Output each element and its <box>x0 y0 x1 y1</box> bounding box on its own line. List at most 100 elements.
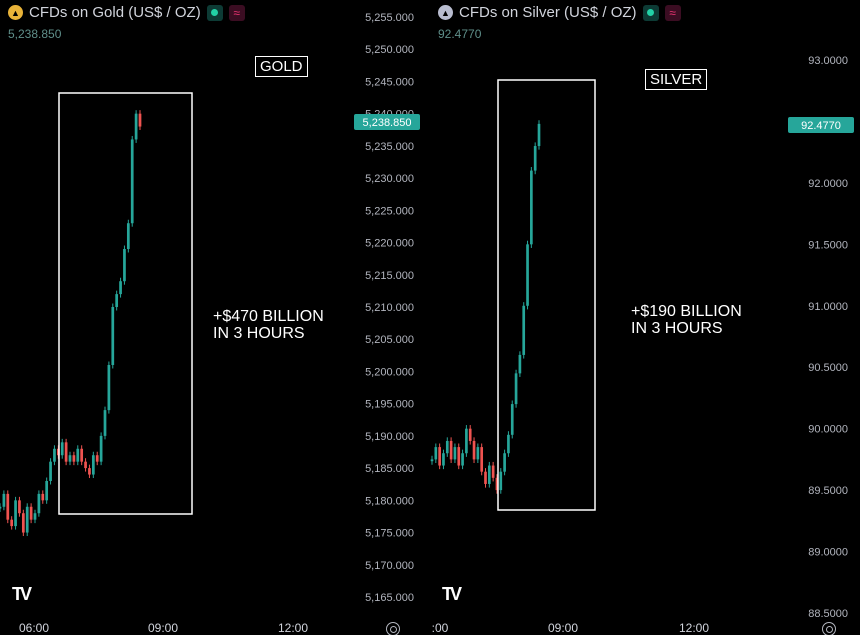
gold-y-tick-label: 5,195.000 <box>365 399 414 411</box>
gold-candle <box>76 448 80 462</box>
gold-candle <box>115 294 119 307</box>
gold-candle <box>60 442 64 456</box>
gold-candle <box>95 455 99 462</box>
gold-candle <box>99 435 103 462</box>
gold-y-tick-label: 5,205.000 <box>365 334 414 346</box>
settings-icon[interactable] <box>386 622 400 635</box>
gold-candle <box>29 506 33 520</box>
market-open-icon <box>206 4 223 21</box>
silver-y-tick-label: 91.5000 <box>808 239 848 251</box>
gold-y-tick-label: 5,200.000 <box>365 366 414 378</box>
gold-candle <box>2 493 6 507</box>
silver-symbol-title[interactable]: CFDs on Silver (US$ / OZ) <box>459 4 637 21</box>
silver-candle <box>442 453 445 466</box>
silver-y-tick-label: 92.0000 <box>808 178 848 190</box>
silver-y-tick-label: 93.0000 <box>808 55 848 67</box>
silver-chart-panel[interactable]: 93.000092.500092.000091.500091.000090.50… <box>430 0 860 635</box>
silver-annotation-line2: IN 3 HOURS <box>631 320 723 337</box>
gold-y-tick-label: 5,165.000 <box>365 592 414 604</box>
gold-chart-header: ▲ CFDs on Gold (US$ / OZ) ≈ <box>8 4 245 21</box>
silver-coin-icon: ▲ <box>438 5 453 20</box>
gold-y-tick-label: 5,210.000 <box>365 302 414 314</box>
gold-y-tick-label: 5,255.000 <box>365 12 414 24</box>
gold-candle <box>88 468 91 475</box>
wave-icon: ≈ <box>664 4 681 21</box>
gold-chart-panel[interactable]: 5,255.0005,250.0005,245.0005,240.0005,23… <box>0 0 430 635</box>
silver-candle <box>537 123 541 147</box>
gold-candle <box>37 493 41 514</box>
silver-y-tick-label: 90.0000 <box>808 424 848 436</box>
silver-candle <box>491 465 495 478</box>
gold-y-tick-label: 5,185.000 <box>365 463 414 475</box>
gold-y-tick-label: 5,175.000 <box>365 528 414 540</box>
gold-price-tag: 5,238.850 <box>363 117 412 129</box>
gold-candle <box>25 506 29 533</box>
silver-candle <box>457 447 461 466</box>
market-open-icon <box>642 4 659 21</box>
gold-annotation: +$470 BILLION IN 3 HOURS <box>213 308 324 342</box>
silver-highlight-box <box>497 79 596 511</box>
gold-candle <box>10 519 14 527</box>
gold-candle <box>80 448 84 462</box>
silver-candle <box>507 434 510 454</box>
gold-candle <box>0 506 2 509</box>
gold-y-tick-label: 5,250.000 <box>365 44 414 56</box>
gold-candle <box>41 493 45 501</box>
gold-candle <box>84 461 87 469</box>
silver-candle <box>530 170 533 245</box>
gold-candle <box>45 481 49 501</box>
silver-x-tick-label: 12:00 <box>679 621 709 635</box>
gold-y-tick-label: 5,180.000 <box>365 495 414 507</box>
gold-y-tick-label: 5,245.000 <box>365 76 414 88</box>
silver-candle <box>484 471 487 484</box>
gold-y-tick-label: 5,215.000 <box>365 270 414 282</box>
gold-x-tick-label: 09:00 <box>148 621 178 635</box>
gold-chart-svg[interactable]: 5,255.0005,250.0005,245.0005,240.0005,23… <box>0 0 430 635</box>
silver-x-tick-label: :00 <box>432 621 449 635</box>
gold-y-tick-label: 5,225.000 <box>365 205 414 217</box>
silver-candle <box>476 447 480 460</box>
gold-symbol-title[interactable]: CFDs on Gold (US$ / OZ) <box>29 4 201 21</box>
gold-y-tick-label: 5,230.000 <box>365 173 414 185</box>
silver-candle <box>465 428 468 454</box>
gold-candle <box>107 365 111 411</box>
silver-candle <box>510 404 514 435</box>
silver-annotation: +$190 BILLION IN 3 HOURS <box>631 303 742 337</box>
silver-y-tick-label: 91.0000 <box>808 301 848 313</box>
gold-candle <box>49 461 52 481</box>
gold-annotation-line1: +$470 BILLION <box>213 308 324 325</box>
silver-price-tag-bg <box>788 117 854 133</box>
gold-annotation-line2: IN 3 HOURS <box>213 325 305 342</box>
gold-candle <box>68 455 72 462</box>
silver-candle <box>503 453 506 472</box>
gold-candle <box>18 500 21 514</box>
silver-candle <box>518 354 522 374</box>
silver-box-label: SILVER <box>645 69 708 90</box>
gold-price-tag-bg <box>354 114 420 130</box>
silver-candle <box>472 440 476 460</box>
silver-candle <box>499 471 503 491</box>
silver-chart-svg[interactable]: 93.000092.500092.000091.500091.000090.50… <box>430 0 860 635</box>
silver-y-tick-label: 89.5000 <box>808 485 848 497</box>
silver-candle <box>430 459 434 462</box>
gold-candle <box>130 139 134 224</box>
silver-x-tick-label: 09:00 <box>548 621 578 635</box>
gold-candle <box>123 249 126 282</box>
silver-candle <box>449 440 453 460</box>
silver-candle <box>438 447 441 466</box>
gold-y-tick-label: 5,170.000 <box>365 560 414 572</box>
gold-candle <box>138 113 142 127</box>
silver-candle <box>522 305 526 355</box>
gold-candle <box>21 513 25 533</box>
silver-candle <box>461 453 464 466</box>
gold-candle <box>33 513 37 520</box>
tradingview-logo: TV <box>442 584 462 604</box>
silver-candle <box>487 465 491 484</box>
gold-candle <box>64 442 68 462</box>
settings-icon[interactable] <box>822 622 836 635</box>
silver-y-tick-label: 89.0000 <box>808 547 848 559</box>
gold-candle <box>119 281 122 295</box>
gold-candle <box>111 307 115 365</box>
silver-candle <box>533 146 537 171</box>
gold-y-tick-label: 5,220.000 <box>365 238 414 250</box>
